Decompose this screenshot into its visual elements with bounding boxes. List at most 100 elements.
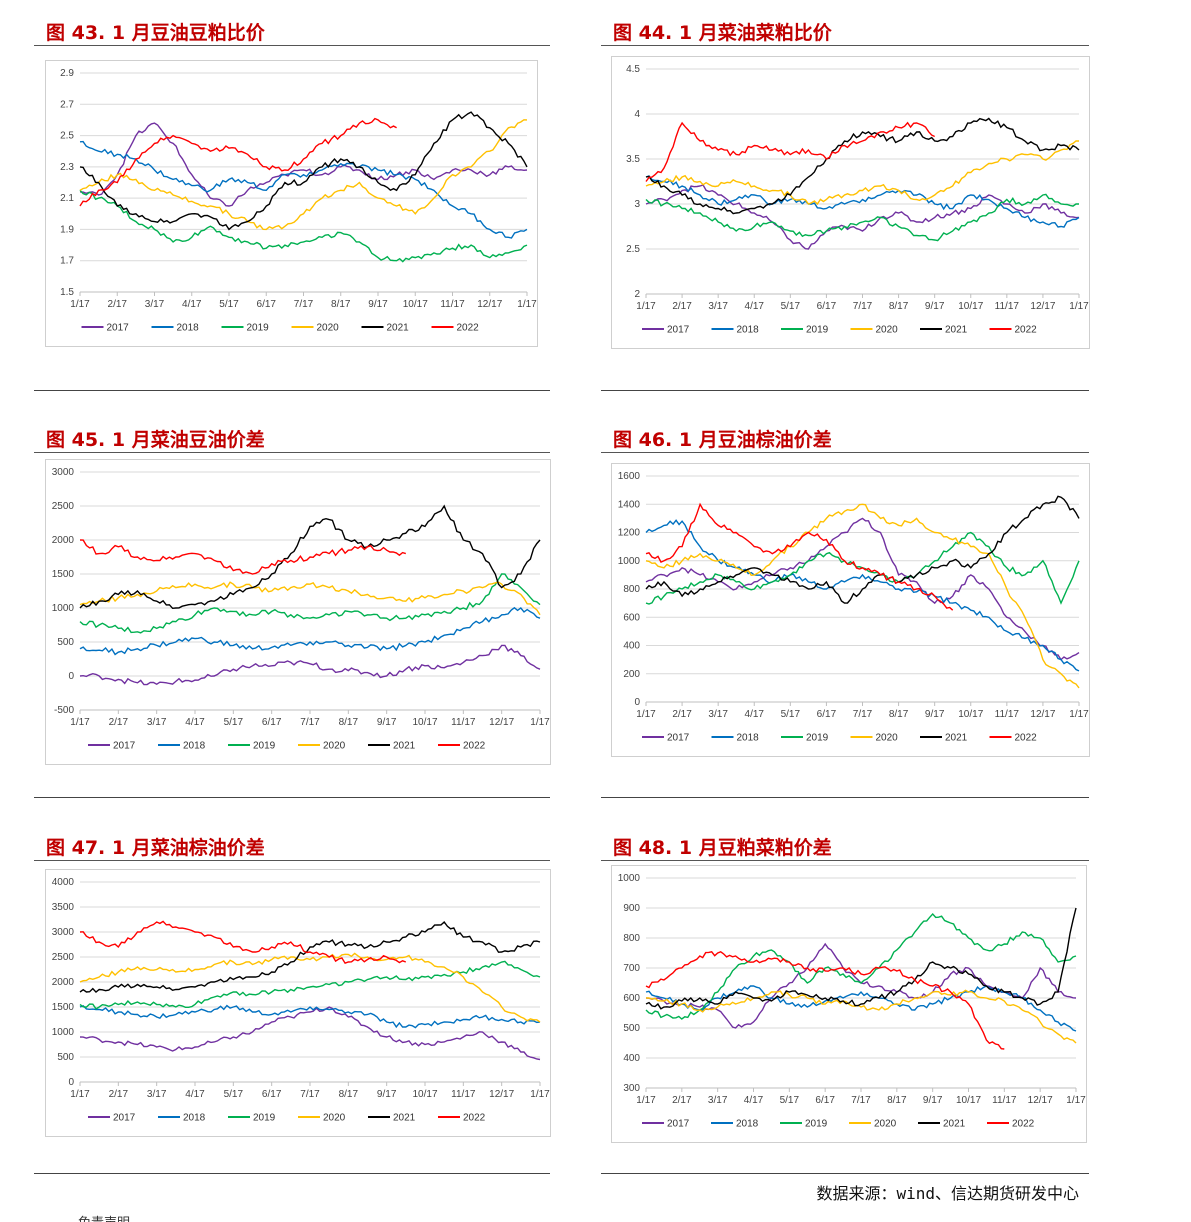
panel-chart-44: 图 44. 1 月菜油菜粕比价 2 2.5 3 3.5 4 4.5 1/17 2/17 3/17…: [601, 18, 1090, 398]
legend-label: 2018: [183, 741, 206, 752]
y-tick-label: 0: [634, 697, 640, 708]
chart-46: 0 200 400 600 800 1000 1200 1400 1600 1/17 2/17 3/1…: [611, 463, 1090, 757]
footer-disclaimer: 免责声明: [78, 1212, 138, 1222]
x-tick-label: 4/17: [745, 709, 765, 720]
chart-title: 图 46. 1 月豆油棕油价差: [613, 429, 832, 451]
chart-svg: 0 200 400 600 800 1000 1200 1400 1600 1/17 2/17 3/1…: [618, 471, 1089, 744]
x-tick-label: 4/17: [745, 301, 765, 312]
x-tick-label: 5/17: [219, 299, 239, 310]
title-underline: [34, 860, 550, 861]
x-tick-label: 5/17: [780, 1095, 800, 1106]
chart-title: 图 44. 1 月菜油菜粕比价: [613, 22, 832, 44]
legend-label: 2021: [943, 1119, 966, 1130]
x-tick-label: 11/17: [992, 1095, 1017, 1106]
y-tick-label: 1.5: [60, 287, 74, 298]
y-tick-label: 4.5: [626, 64, 640, 75]
legend-label: 2022: [1015, 733, 1038, 744]
y-tick-label: 3: [634, 199, 640, 210]
legend-label: 2020: [876, 733, 899, 744]
panel-chart-47: 图 47. 1 月菜油棕油价差 0 500 1000 1500 2000 2500 3000…: [34, 833, 551, 1183]
x-tick-label: 9/17: [368, 299, 388, 310]
legend-label: 2018: [737, 325, 760, 336]
series-line-2021: [79, 111, 528, 231]
x-tick-label: 7/17: [853, 301, 873, 312]
x-tick-label: 6/17: [262, 717, 282, 728]
y-tick-label: 1000: [52, 1027, 75, 1038]
legend-label: 2018: [177, 323, 200, 334]
x-tick-label: 3/17: [147, 717, 167, 728]
x-tick-label: 1/17: [1069, 301, 1089, 312]
x-tick-label: 6/17: [817, 301, 837, 312]
y-tick-label: 200: [623, 669, 640, 680]
chart-44: 2 2.5 3 3.5 4 4.5 1/17 2/17 3/17 4/17 5/17 6/17 7/17…: [611, 56, 1090, 349]
x-tick-label: 6/17: [815, 1095, 835, 1106]
chart-43: 1.5 1.7 1.9 2.1 2.3 2.5 2.7 2.9 1/17 2/17 3/17 4/17…: [45, 60, 538, 347]
y-tick-label: 2000: [52, 977, 75, 988]
legend-label: 2020: [323, 741, 346, 752]
y-tick-label: 3.5: [626, 154, 640, 165]
legend-label: 2017: [113, 1113, 136, 1124]
x-tick-label: 8/17: [889, 301, 909, 312]
y-tick-label: 500: [57, 1052, 74, 1063]
x-tick-label: 3/17: [145, 299, 165, 310]
x-tick-label: 3/17: [708, 1095, 728, 1106]
series-line-2020: [79, 581, 541, 616]
y-tick-label: 0: [68, 671, 74, 682]
series-line-2022: [79, 920, 407, 965]
y-tick-label: 1500: [52, 1002, 75, 1013]
x-tick-label: 12/17: [489, 717, 514, 728]
x-tick-label: 8/17: [887, 1095, 907, 1106]
y-tick-label: 800: [623, 584, 640, 595]
x-tick-label: 8/17: [331, 299, 351, 310]
panel-chart-43: 图 43. 1 月豆油豆粕比价 1.5 1.7 1.9 2.1 2.3 2.5 2.7 2.9…: [34, 18, 550, 398]
legend-label: 2021: [393, 1113, 416, 1124]
y-tick-label: 1000: [52, 603, 75, 614]
x-tick-label: 2/17: [109, 717, 129, 728]
x-tick-label: 5/17: [781, 301, 801, 312]
legend-label: 2020: [874, 1119, 897, 1130]
y-tick-label: 400: [623, 641, 640, 652]
x-tick-label: 11/17: [995, 709, 1020, 720]
series-line-2022: [79, 117, 397, 207]
y-tick-label: 900: [623, 903, 640, 914]
legend-label: 2020: [317, 323, 340, 334]
chart-title: 图 48. 1 月豆粕菜粕价差: [613, 837, 832, 859]
x-tick-label: 8/17: [889, 709, 909, 720]
x-tick-label: 2/17: [672, 1095, 692, 1106]
series-line-2019: [79, 960, 541, 1010]
x-tick-label: 1/17: [70, 1089, 90, 1100]
y-tick-label: 2.5: [60, 131, 74, 142]
panel-chart-48: 图 48. 1 月豆粕菜粕价差 300 400 500 600 700 800 900 100…: [601, 833, 1089, 1183]
x-tick-label: 6/17: [262, 1089, 282, 1100]
series-line-2022: [645, 502, 954, 611]
x-tick-label: 9/17: [377, 717, 397, 728]
x-tick-label: 9/17: [925, 709, 945, 720]
y-tick-label: 2: [634, 289, 640, 300]
y-tick-label: 700: [623, 963, 640, 974]
x-tick-label: 5/17: [224, 717, 244, 728]
y-tick-label: 600: [623, 993, 640, 1004]
x-tick-label: 4/17: [182, 299, 202, 310]
x-tick-label: 4/17: [185, 717, 205, 728]
y-tick-label: -500: [54, 705, 74, 716]
title-underline: [34, 45, 550, 46]
divider: [601, 390, 1089, 391]
x-tick-label: 10/17: [403, 299, 428, 310]
x-tick-label: 1/17: [530, 1089, 550, 1100]
x-tick-label: 10/17: [412, 1089, 437, 1100]
y-tick-label: 3000: [52, 467, 75, 478]
y-tick-label: 1.9: [60, 224, 74, 235]
chart-48: 300 400 500 600 700 800 900 1000 1/17 2/17 3/17 4/1…: [611, 865, 1087, 1143]
divider: [34, 797, 550, 798]
x-tick-label: 4/17: [185, 1089, 205, 1100]
legend-label: 2019: [805, 1119, 828, 1130]
series-line-2018: [645, 175, 1080, 228]
divider: [601, 1173, 1089, 1174]
divider: [34, 1173, 550, 1174]
y-tick-label: 3500: [52, 902, 75, 913]
series-line-2021: [79, 920, 541, 994]
x-tick-label: 2/17: [109, 1089, 129, 1100]
x-tick-label: 10/17: [958, 709, 983, 720]
legend-label: 2017: [107, 323, 130, 334]
x-tick-label: 1/17: [70, 717, 90, 728]
